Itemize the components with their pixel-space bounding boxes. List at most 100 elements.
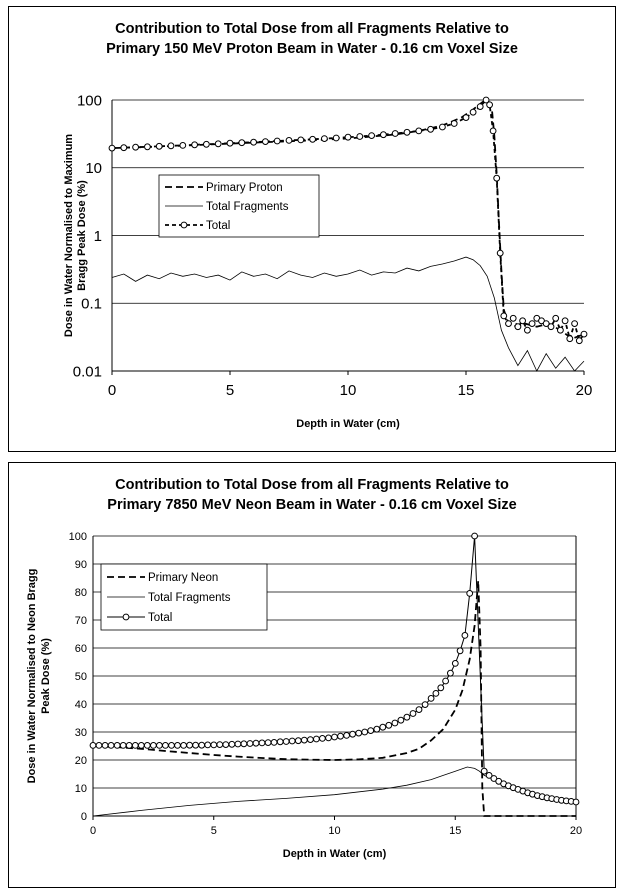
legend-marker xyxy=(180,221,188,229)
data-point xyxy=(137,742,145,749)
y-tick-label: 70 xyxy=(75,615,87,627)
data-point xyxy=(403,128,411,136)
data-point xyxy=(331,733,338,741)
data-point xyxy=(432,690,440,697)
data-point xyxy=(442,677,450,685)
data-point xyxy=(186,741,194,749)
x-tick-label: 20 xyxy=(570,825,582,837)
data-point xyxy=(462,114,470,121)
chart-title-line-2: Primary 150 MeV Proton Beam in Water - 0… xyxy=(106,41,518,57)
data-point xyxy=(101,742,109,749)
data-point xyxy=(456,647,464,655)
data-point xyxy=(451,660,459,667)
chart-panel-proton: Contribution to Total Dose from all Frag… xyxy=(8,6,616,452)
chart-title: Contribution to Total Dose from all Frag… xyxy=(9,19,615,59)
x-axis-label: Depth in Water (cm) xyxy=(283,848,387,860)
data-point xyxy=(482,96,490,104)
y-tick-label: 90 xyxy=(75,559,87,571)
data-point xyxy=(571,320,578,328)
data-point xyxy=(572,798,580,806)
y-tick-label: 10 xyxy=(75,783,87,795)
data-point xyxy=(514,323,522,331)
data-point xyxy=(264,739,272,747)
data-point xyxy=(246,740,254,747)
data-point xyxy=(409,710,417,717)
data-point xyxy=(192,741,200,749)
data-point xyxy=(309,135,317,143)
data-point xyxy=(113,742,121,749)
data-point xyxy=(439,123,446,131)
x-tick-label: 0 xyxy=(90,825,96,837)
data-point xyxy=(273,137,281,145)
data-point xyxy=(120,144,128,152)
data-point xyxy=(204,741,212,749)
data-point xyxy=(297,136,305,144)
data-point xyxy=(179,142,187,149)
chart-title: Contribution to Total Dose from all Frag… xyxy=(9,475,615,515)
data-point xyxy=(519,317,526,325)
legend-label: Total Fragments xyxy=(206,201,289,213)
x-tick-label: 20 xyxy=(576,382,593,399)
y-tick-label: 80 xyxy=(75,587,87,599)
y-axis-label-line-1: Dose in Water Normalised to Maximum xyxy=(63,134,75,337)
data-point xyxy=(332,134,340,142)
data-point xyxy=(547,323,555,331)
data-point xyxy=(203,140,210,148)
data-point xyxy=(125,742,133,749)
data-point xyxy=(356,133,364,140)
data-point xyxy=(238,139,246,147)
x-tick-label: 15 xyxy=(449,825,461,837)
y-tick-label: 100 xyxy=(69,531,87,543)
data-point xyxy=(489,127,497,135)
data-point xyxy=(226,139,234,147)
series-line-0 xyxy=(92,580,576,817)
data-point xyxy=(469,108,477,116)
data-point xyxy=(270,739,278,746)
data-point xyxy=(361,728,369,736)
data-point xyxy=(262,138,269,146)
x-tick-label: 0 xyxy=(108,382,116,399)
data-point xyxy=(319,735,326,742)
x-axis-label: Depth in Water (cm) xyxy=(296,418,400,430)
data-point xyxy=(156,742,163,749)
chart-panel-neon: Contribution to Total Dose from all Frag… xyxy=(8,462,616,888)
chart-title-line-1: Contribution to Total Dose from all Frag… xyxy=(115,21,509,37)
data-point xyxy=(250,138,258,146)
legend-label: Total Fragments xyxy=(148,592,231,604)
data-point xyxy=(461,632,469,639)
x-tick-label: 5 xyxy=(211,825,217,837)
data-point xyxy=(486,101,494,109)
legend-label: Primary Proton xyxy=(206,182,283,194)
data-point xyxy=(337,732,344,740)
x-tick-label: 10 xyxy=(340,382,357,399)
data-point xyxy=(496,249,504,257)
data-point xyxy=(368,132,376,140)
data-point xyxy=(216,741,224,749)
data-point xyxy=(421,701,429,709)
data-point xyxy=(437,684,445,692)
data-point xyxy=(575,337,583,345)
data-point xyxy=(174,742,181,749)
data-point xyxy=(282,738,290,745)
data-point xyxy=(528,320,536,328)
x-tick-label: 15 xyxy=(458,382,475,399)
data-point xyxy=(313,735,320,743)
data-point xyxy=(379,723,387,731)
data-point xyxy=(252,739,260,747)
data-point xyxy=(132,143,139,151)
data-point xyxy=(228,740,236,748)
data-point xyxy=(391,130,399,137)
data-point xyxy=(222,741,230,749)
data-point xyxy=(566,335,574,343)
data-point xyxy=(344,133,352,141)
y-axis-label-line-2: Peak Dose (%) xyxy=(40,638,52,714)
proton-chart-svg: 0.01 0.1 1 10 100 0 5 10 15 20 Depth in Water (cm)… xyxy=(63,92,593,430)
data-point xyxy=(557,326,564,334)
data-point xyxy=(500,312,508,320)
data-point xyxy=(427,125,435,133)
data-point xyxy=(180,742,188,749)
series-line-1 xyxy=(111,256,585,372)
y-tick-label: 40 xyxy=(75,699,87,711)
data-point xyxy=(95,742,103,749)
y-tick-label: 1 xyxy=(94,228,102,245)
